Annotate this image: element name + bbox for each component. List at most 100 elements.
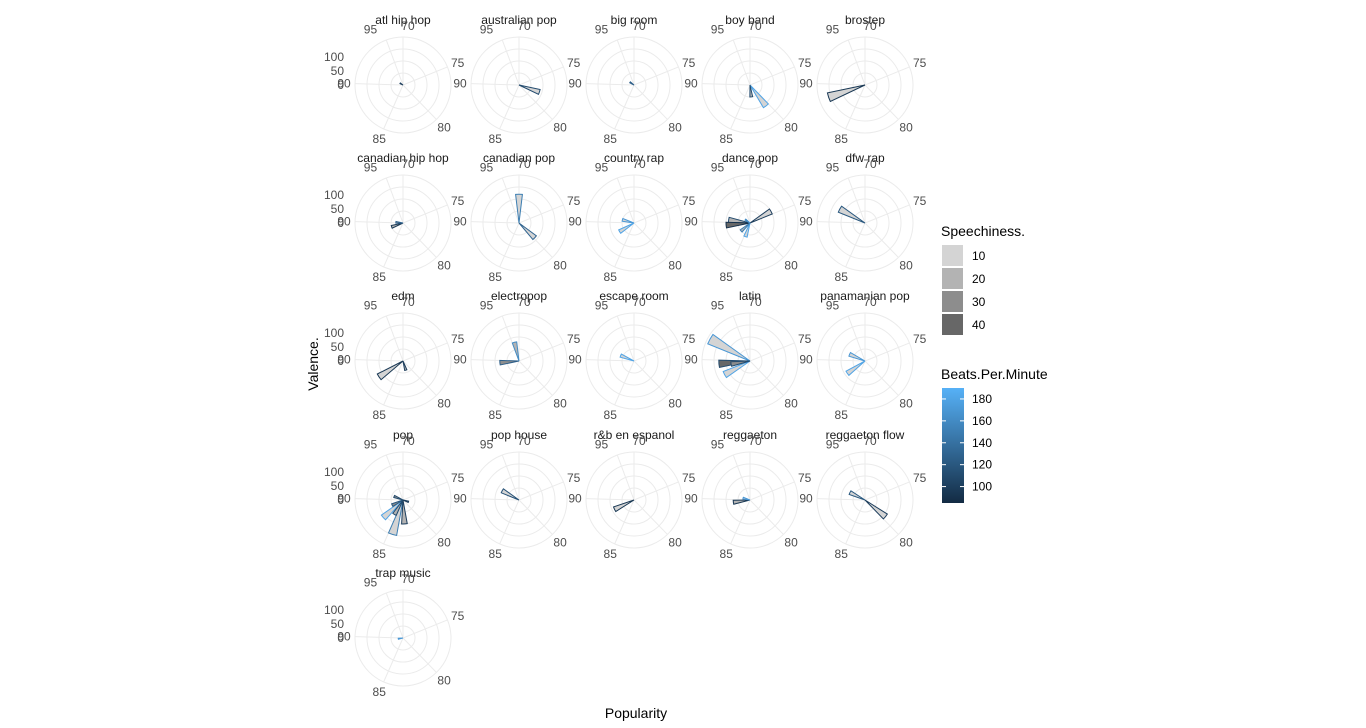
bar-wedge (511, 341, 520, 362)
facet-strip-label: reggaeton (723, 428, 777, 442)
bar-wedge (742, 496, 751, 501)
polar-grid-spoke (847, 177, 866, 224)
x-tick-label: 95 (826, 299, 840, 313)
facet-strip-label: brostep (845, 13, 885, 27)
polar-grid-spoke (845, 499, 866, 545)
polar-grid-spoke (586, 498, 635, 501)
x-tick-label: 75 (451, 332, 465, 346)
x-tick-label: 70 (401, 157, 415, 171)
x-tick-label: 75 (567, 194, 581, 208)
polar-grid-spoke (616, 177, 635, 224)
x-tick-label: 90 (568, 76, 582, 90)
bar-wedge (744, 218, 751, 224)
y-tick-label: 50 (331, 64, 345, 78)
x-tick-label: 95 (595, 438, 609, 452)
polar-grid-spoke (730, 360, 751, 406)
x-tick-label: 90 (684, 214, 698, 228)
facet-strip-label: latin (739, 289, 761, 303)
polar-grid-spoke (499, 499, 520, 545)
speechiness-legend-label: 10 (972, 249, 986, 263)
polar-grid-spoke (817, 83, 866, 86)
x-tick-label: 95 (480, 23, 494, 37)
x-tick-label: 80 (784, 120, 798, 134)
polar-grid-spoke (730, 84, 751, 130)
x-tick-label: 95 (711, 161, 725, 175)
x-tick-label: 75 (798, 332, 812, 346)
x-tick-label: 70 (632, 434, 646, 448)
x-tick-label: 90 (453, 491, 467, 505)
x-tick-label: 90 (684, 491, 698, 505)
bar-wedge (730, 360, 751, 367)
polar-grid-spoke (471, 221, 520, 224)
x-tick-label: 90 (337, 491, 351, 505)
bar-wedge (390, 499, 404, 508)
x-tick-label: 70 (748, 295, 762, 309)
x-tick-label: 75 (913, 471, 927, 485)
bar-wedge (864, 499, 889, 520)
x-tick-label: 85 (373, 270, 387, 284)
speechiness-legend-swatch (942, 245, 963, 266)
bar-wedge (380, 499, 404, 521)
polar-grid-spoke (402, 66, 448, 86)
x-tick-label: 80 (784, 535, 798, 549)
speechiness-legend-label: 30 (972, 295, 986, 309)
polar-grid-spoke (499, 84, 520, 130)
x-tick-label: 85 (373, 408, 387, 422)
polar-grid-spoke (518, 66, 564, 86)
x-tick-label: 70 (401, 572, 415, 586)
polar-grid-spoke (402, 360, 437, 396)
facet-strip-label: trap music (375, 566, 430, 580)
polar-grid-spoke (385, 177, 404, 224)
x-tick-label: 80 (437, 673, 451, 687)
x-tick-label: 80 (668, 258, 682, 272)
y-tick-label: 100 (324, 603, 344, 617)
facet-strip-label: reggaeton flow (826, 428, 905, 442)
y-tick-label: 0 (337, 493, 344, 507)
x-tick-label: 95 (364, 576, 378, 590)
y-tick-label: 0 (337, 631, 344, 645)
x-tick-label: 70 (401, 434, 415, 448)
bar-wedge (392, 499, 404, 517)
bar-wedge (402, 499, 410, 504)
x-tick-label: 85 (489, 132, 503, 146)
speechiness-legend-label: 20 (972, 272, 986, 286)
x-tick-label: 85 (489, 547, 503, 561)
polar-grid-spoke (586, 83, 635, 86)
polar-grid-spoke (864, 66, 910, 86)
polar-grid-spoke (633, 66, 679, 86)
bar-wedge (618, 222, 635, 234)
bar-wedge (848, 490, 866, 501)
polar-grid-spoke (385, 315, 404, 362)
x-tick-label: 75 (913, 194, 927, 208)
x-tick-label: 75 (567, 471, 581, 485)
polar-grid-spoke (355, 221, 404, 224)
polar-grid-spoke (385, 592, 404, 639)
polar-grid-spoke (732, 39, 751, 86)
x-tick-label: 70 (401, 19, 415, 33)
x-tick-label: 85 (604, 132, 618, 146)
polar-grid-spoke (355, 83, 404, 86)
x-tick-label: 80 (553, 120, 567, 134)
polar-grid-spoke (702, 83, 751, 86)
facet-strip-label: canadian pop (483, 151, 555, 165)
x-tick-label: 85 (720, 408, 734, 422)
polar-grid-spoke (732, 315, 751, 362)
x-tick-label: 75 (913, 56, 927, 70)
polar-grid-spoke (732, 177, 751, 224)
x-tick-label: 75 (682, 471, 696, 485)
facet-strip-label: dfw rap (845, 151, 885, 165)
x-tick-label: 85 (373, 685, 387, 699)
bpm-legend-label: 140 (972, 436, 992, 450)
polar-grid-spoke (864, 360, 899, 396)
y-tick-label: 100 (324, 50, 344, 64)
x-tick-label: 90 (453, 352, 467, 366)
x-tick-label: 90 (568, 352, 582, 366)
x-tick-label: 80 (437, 120, 451, 134)
x-tick-label: 70 (517, 434, 531, 448)
x-tick-label: 95 (480, 299, 494, 313)
